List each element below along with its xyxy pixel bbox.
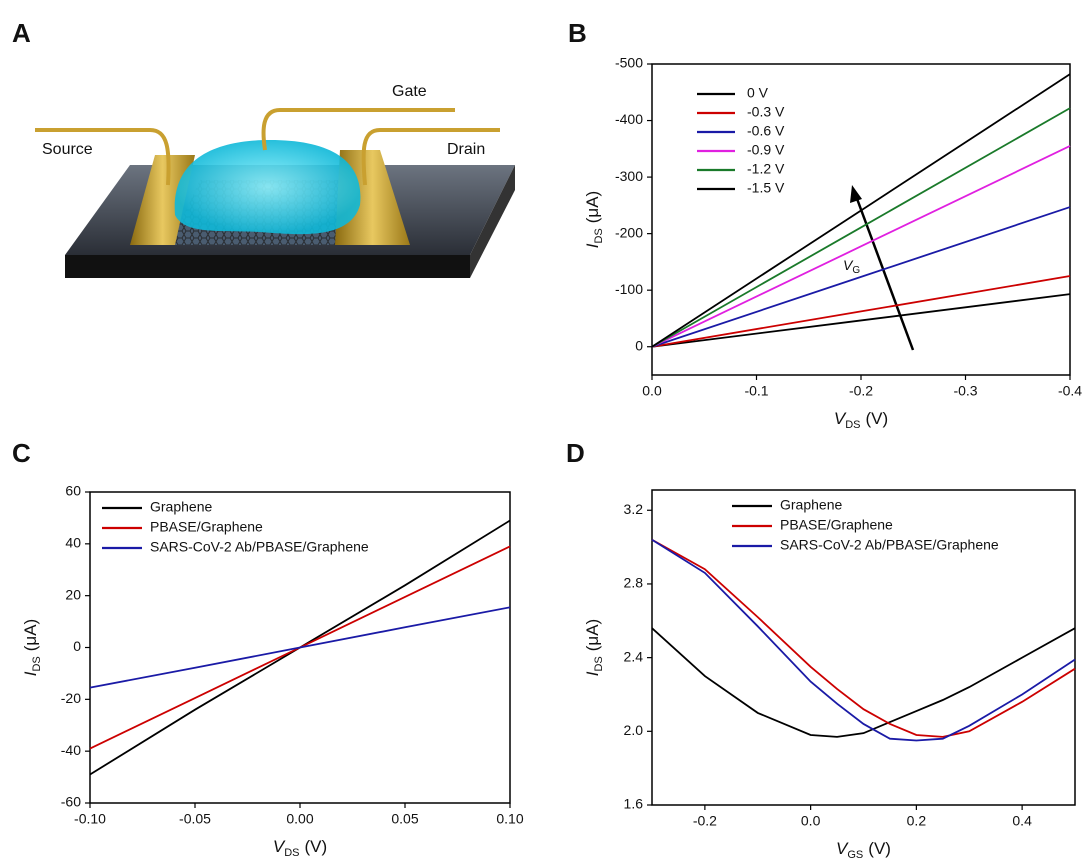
- y-tick-label: -400: [615, 111, 643, 127]
- x-tick-label: 0.0: [642, 383, 662, 399]
- axis-label-subscript: DS: [284, 847, 299, 859]
- axis-label-subscript: GS: [847, 849, 863, 861]
- axis-label: VGS (V): [836, 839, 891, 860]
- panel-label: D: [566, 438, 585, 468]
- axis-label-unit: (V): [865, 409, 888, 428]
- x-tick-label: 0.4: [1012, 813, 1032, 829]
- annotation-subscript: G: [852, 265, 860, 276]
- y-tick-label: 0: [635, 337, 643, 353]
- data-line: [651, 538, 1076, 742]
- axis-label-subscript: DS: [593, 228, 605, 243]
- y-tick-label: 2.8: [624, 575, 644, 591]
- y-tick-label: 60: [65, 483, 81, 499]
- x-tick-label: -0.3: [953, 383, 977, 399]
- y-tick-label: -200: [615, 224, 643, 240]
- legend-label: -1.2 V: [747, 161, 785, 177]
- device-illustration: [35, 108, 515, 278]
- axis-label-subscript: DS: [31, 656, 43, 671]
- x-tick-label: -0.1: [744, 383, 768, 399]
- axis-label: VDS (V): [834, 409, 888, 430]
- axis-label: IDS (μA): [583, 191, 604, 248]
- y-tick-label: 40: [65, 535, 81, 551]
- legend-label: -0.6 V: [747, 123, 785, 139]
- x-tick-label: -0.4: [1058, 383, 1082, 399]
- y-tick-label: 20: [65, 586, 81, 602]
- axis-label: VDS (V): [273, 837, 327, 858]
- legend-label: SARS-CoV-2 Ab/PBASE/Graphene: [780, 537, 999, 553]
- axis-label-symbol: I: [21, 671, 40, 676]
- axis-label-subscript: DS: [593, 656, 605, 671]
- axis-label-symbol: V: [273, 837, 286, 856]
- plot-frame: [651, 63, 1071, 376]
- legend-label: 0 V: [747, 85, 769, 101]
- legend-label: -0.3 V: [747, 104, 785, 120]
- device-label: Drain: [447, 141, 485, 158]
- annotation-symbol: V: [843, 257, 854, 273]
- axis-label-unit: (V): [304, 837, 327, 856]
- data-line: [651, 145, 1071, 348]
- axis-label-symbol: V: [834, 409, 847, 428]
- panel-label: B: [568, 18, 587, 48]
- device-label: Gate: [392, 83, 427, 100]
- x-tick-label: 0.0: [801, 813, 821, 829]
- y-tick-label: 2.4: [624, 648, 644, 664]
- axis-label-symbol: I: [583, 243, 602, 248]
- y-tick-label: 2.0: [624, 722, 644, 738]
- data-line: [651, 107, 1071, 348]
- data-line: [651, 627, 1076, 738]
- axis-label-subscript: DS: [845, 419, 860, 431]
- data-line: [651, 293, 1071, 348]
- legend-label: Graphene: [780, 497, 842, 513]
- y-tick-label: -300: [615, 168, 643, 184]
- axis-label-unit: (μA): [21, 619, 40, 651]
- y-tick-label: 0: [73, 638, 81, 654]
- x-tick-label: -0.05: [179, 811, 211, 827]
- axis-label-unit: (V): [868, 839, 891, 858]
- y-tick-label: -60: [61, 794, 81, 810]
- legend-label: PBASE/Graphene: [780, 517, 893, 533]
- x-tick-label: 0.00: [286, 811, 313, 827]
- annotation: VG: [843, 257, 860, 276]
- axis-label-symbol: I: [583, 671, 602, 676]
- axis-label: IDS (μA): [21, 619, 42, 676]
- panel-label: C: [12, 438, 31, 468]
- axis-label-symbol: V: [836, 839, 849, 858]
- legend-label: Graphene: [150, 499, 212, 515]
- x-tick-label: -0.2: [693, 813, 717, 829]
- legend-label: -1.5 V: [747, 180, 785, 196]
- x-tick-label: 0.10: [496, 811, 523, 827]
- axis-label-unit: (μA): [583, 619, 602, 651]
- data-line: [89, 606, 511, 689]
- y-tick-label: 1.6: [624, 796, 644, 812]
- y-tick-label: 3.2: [624, 501, 644, 517]
- y-tick-label: -40: [61, 742, 81, 758]
- data-line: [651, 73, 1071, 348]
- panel-label: A: [12, 18, 31, 48]
- legend-label: SARS-CoV-2 Ab/PBASE/Graphene: [150, 539, 369, 555]
- plot-frame: [651, 489, 1076, 806]
- axis-label: IDS (μA): [583, 619, 604, 676]
- y-tick-label: -100: [615, 281, 643, 297]
- data-line: [651, 275, 1071, 348]
- x-tick-label: 0.2: [907, 813, 927, 829]
- legend-label: PBASE/Graphene: [150, 519, 263, 535]
- y-tick-label: -500: [615, 55, 643, 71]
- x-tick-label: -0.10: [74, 811, 106, 827]
- arrow: [850, 185, 915, 351]
- legend-label: -0.9 V: [747, 142, 785, 158]
- x-tick-label: -0.2: [849, 383, 873, 399]
- device-label: Source: [42, 141, 93, 158]
- x-tick-label: 0.05: [391, 811, 418, 827]
- data-line: [651, 206, 1071, 348]
- axis-label-unit: (μA): [583, 191, 602, 223]
- y-tick-label: -20: [61, 690, 81, 706]
- data-line: [651, 538, 1076, 738]
